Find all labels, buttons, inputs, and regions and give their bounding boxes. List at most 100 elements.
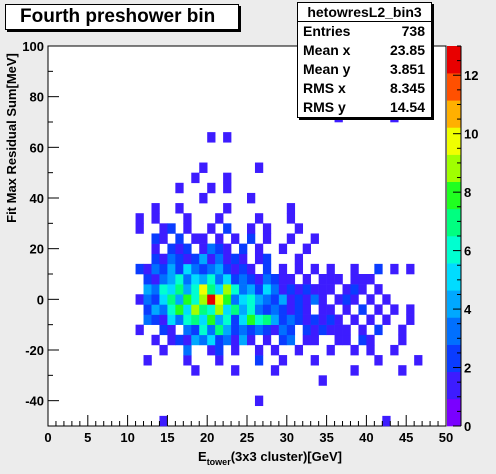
- heatmap-cell: [302, 243, 311, 255]
- heatmap-cell: [223, 223, 232, 234]
- heatmap-cell: [310, 263, 319, 275]
- heatmap-cell: [175, 182, 184, 194]
- plot-title: Fourth preshower bin: [20, 6, 216, 27]
- stats-label: RMS x: [303, 80, 346, 96]
- color-scale-band: [447, 398, 461, 427]
- heatmap-cell: [191, 233, 200, 244]
- heatmap-cell: [231, 314, 240, 325]
- x-tick-label: 20: [200, 430, 214, 445]
- heatmap-cell: [175, 284, 184, 295]
- heatmap-cell: [167, 223, 176, 234]
- heatmap-cell: [382, 314, 391, 325]
- y-tick-label: 60: [30, 140, 44, 155]
- heatmap-cell: [239, 304, 248, 315]
- heatmap-cell: [135, 263, 144, 275]
- heatmap-cell: [254, 274, 264, 285]
- z-tick-label: 4: [464, 302, 472, 317]
- heatmap-cell: [183, 213, 192, 224]
- y-axis-title: Fit Max Residual Sum[MeV]: [4, 53, 19, 223]
- y-tick-label: -20: [25, 343, 44, 358]
- heatmap-cell: [270, 314, 280, 325]
- heatmap-cell: [199, 274, 208, 285]
- heatmap-cell: [350, 344, 359, 356]
- heatmap-cell: [151, 314, 160, 325]
- heatmap-cell: [286, 324, 296, 336]
- heatmap-cell: [326, 314, 335, 325]
- heatmap-cell: [318, 324, 327, 336]
- y-tick-label: 40: [30, 191, 44, 206]
- heatmap-cell: [318, 314, 327, 325]
- heatmap-cell: [231, 263, 240, 275]
- heatmap-cell: [199, 314, 208, 325]
- stats-value: 23.85: [389, 42, 425, 58]
- heatmap-cell: [175, 243, 184, 255]
- x-tick-label: 45: [399, 430, 413, 445]
- stats-label: Mean x: [303, 42, 351, 58]
- heatmap-cell: [342, 324, 351, 336]
- heatmap-cell: [215, 263, 224, 275]
- heatmap-cell: [151, 243, 160, 255]
- heatmap-cell: [294, 304, 304, 315]
- heatmap-cell: [247, 304, 256, 315]
- heatmap-cell: [159, 344, 168, 356]
- heatmap-cell: [223, 274, 232, 285]
- heatmap-cell: [302, 294, 311, 305]
- heatmap-cell: [254, 294, 264, 305]
- heatmap-cell: [278, 324, 288, 336]
- heatmap-cell: [398, 365, 407, 376]
- heatmap-cell: [207, 324, 216, 336]
- heatmap-cell: [199, 334, 208, 346]
- heatmap-cell: [326, 263, 335, 275]
- heatmap-cell: [159, 233, 168, 244]
- color-scale-band: [447, 236, 461, 264]
- stats-label: Mean y: [303, 61, 351, 77]
- heatmap-cell: [382, 294, 391, 305]
- heatmap-cell: [183, 324, 192, 336]
- heatmap-cell: [302, 304, 311, 315]
- heatmap-cell: [262, 253, 272, 265]
- heatmap-cell: [151, 253, 160, 265]
- heatmap-cell: [183, 223, 192, 234]
- heatmap-cell: [223, 172, 232, 184]
- heatmap-cell: [151, 213, 160, 224]
- heatmap-cell: [215, 233, 224, 244]
- heatmap-cell: [358, 284, 367, 295]
- heatmap-cell: [175, 304, 184, 315]
- heatmap-cell: [294, 284, 304, 295]
- heatmap-cell: [278, 294, 288, 305]
- heatmap-cell: [398, 334, 407, 346]
- heatmap-cell: [350, 274, 359, 285]
- x-tick-label: 30: [280, 430, 294, 445]
- heatmap-cell: [207, 284, 216, 295]
- heatmap-cell: [223, 334, 232, 346]
- heatmap-cell: [239, 263, 248, 275]
- heatmap-cell: [310, 294, 319, 305]
- heatmap-cell: [358, 274, 367, 285]
- color-scale-band: [447, 100, 461, 128]
- heatmap-cell: [183, 304, 192, 315]
- heatmap-cell: [270, 284, 280, 295]
- heatmap-cell: [151, 334, 160, 346]
- heatmap-cell: [191, 263, 200, 275]
- heatmap-cell: [342, 294, 351, 305]
- heatmap-cell: [223, 263, 232, 275]
- stats-value: 8.345: [389, 80, 425, 96]
- z-tick-label: 12: [464, 68, 478, 83]
- y-tick-label: 100: [22, 39, 44, 54]
- heatmap-cell: [270, 304, 280, 315]
- heatmap-cell: [342, 304, 351, 315]
- heatmap-cell: [358, 334, 367, 346]
- heatmap-cell: [159, 274, 168, 285]
- heatmap-cell: [262, 304, 272, 315]
- y-tick-label: 80: [30, 90, 44, 105]
- heatmap-cell: [207, 243, 216, 255]
- color-scale-band: [447, 371, 461, 400]
- heatmap-cell: [183, 294, 192, 305]
- heatmap-cell: [366, 344, 375, 356]
- heatmap-cell: [167, 324, 176, 336]
- heatmap-cell: [366, 314, 375, 325]
- heatmap-cell: [183, 314, 192, 325]
- heatmap-cell: [199, 284, 208, 295]
- heatmap-cell: [143, 355, 152, 366]
- heatmap-cell: [326, 324, 335, 336]
